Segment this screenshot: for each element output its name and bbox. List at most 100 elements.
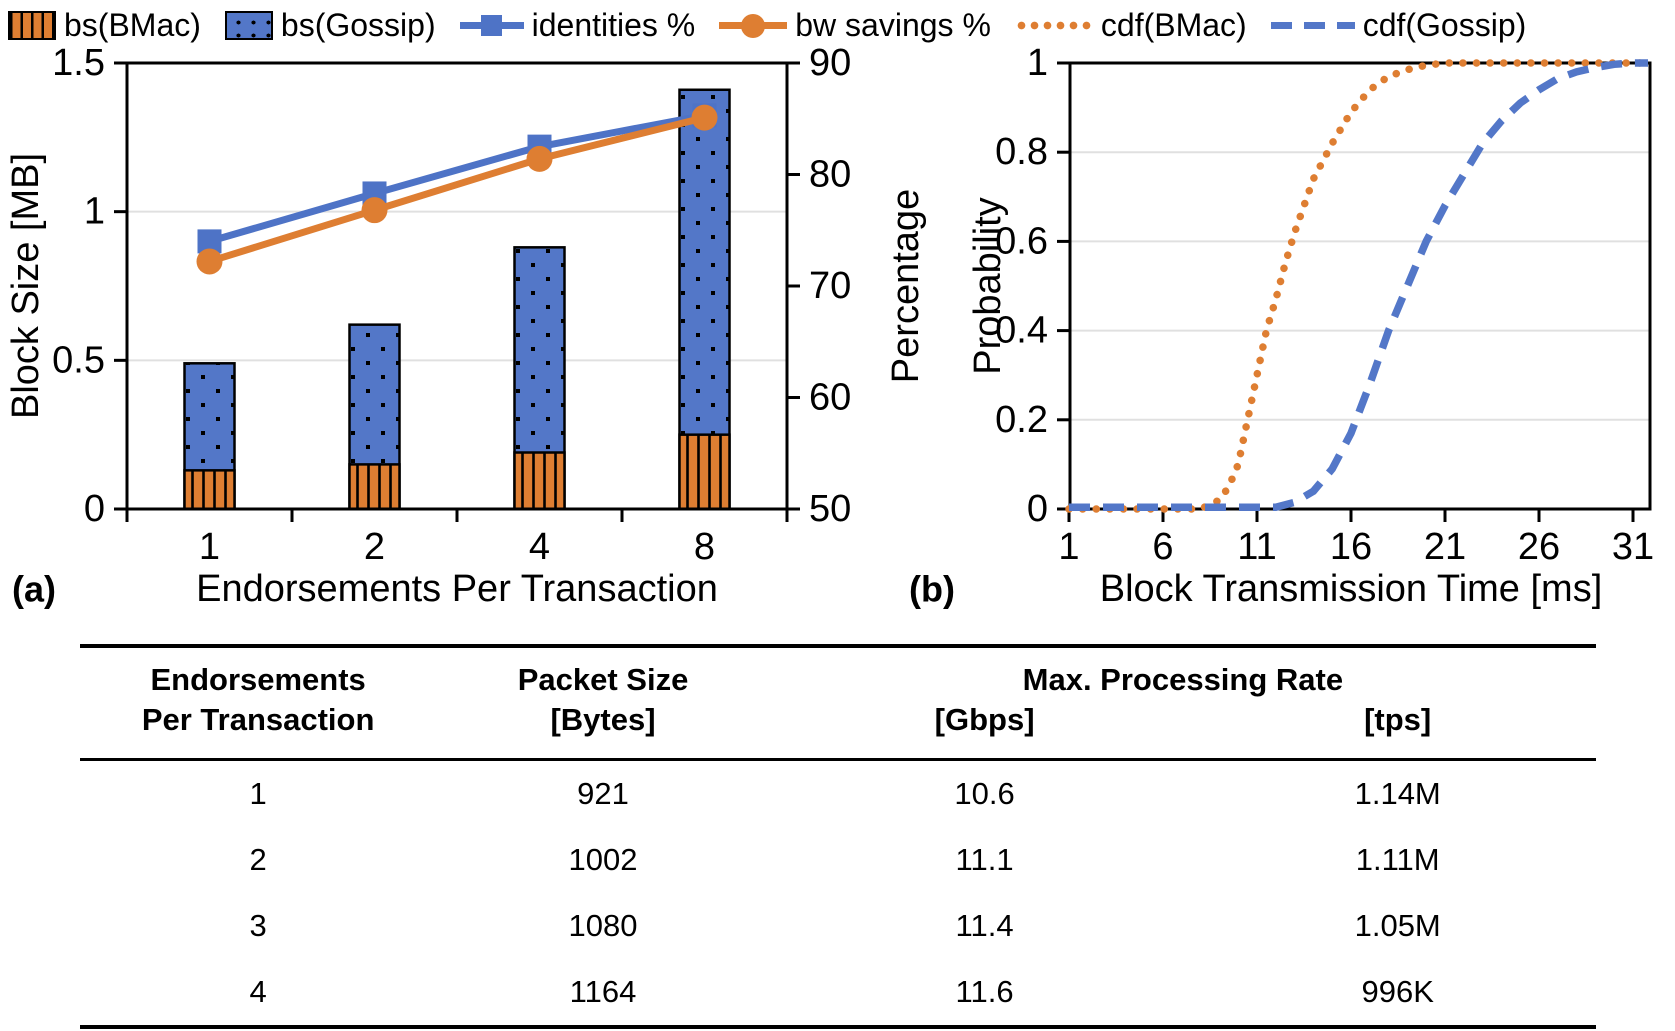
header-line: Per Transaction	[141, 702, 375, 737]
legend-label: bs(BMac)	[64, 6, 201, 43]
bar-bs-bmac	[513, 451, 566, 511]
x-axis-tick-label: 2	[364, 526, 385, 568]
x-axis-tick-label: 26	[1518, 526, 1560, 568]
table-col-header-max-processing-rate: Max. Processing Rate [Gbps] [tps]	[770, 660, 1596, 740]
table-row: 3 1080 11.4 1.05M	[80, 893, 1596, 959]
table-cell: 11.1	[955, 842, 1014, 877]
y-axis-right-tick-label: 60	[809, 377, 851, 419]
cdf-bmac-curve	[1065, 59, 1652, 513]
header-line: [Bytes]	[550, 702, 656, 737]
chart-b: 00.20.40.60.811 6 11 16 21 26 31ProbabilityBlo…	[909, 48, 1654, 610]
table-cell: 1002	[568, 842, 638, 877]
y-axis-right-tick-label: 90	[809, 48, 851, 84]
bar-bs-bmac	[183, 469, 236, 511]
legend-label: cdf(BMac)	[1100, 6, 1247, 43]
legend-item-bs-bmac-: bs(BMac)	[8, 7, 201, 44]
legend-label: bs(Gossip)	[280, 6, 436, 43]
bw-savings-marker	[361, 197, 388, 224]
y-axis-tick-label: 0.8	[995, 131, 1048, 173]
x-axis-tick-label: 4	[529, 526, 550, 568]
panel-label-b: (b)	[909, 569, 955, 610]
y-axis-tick-label: 0.4	[995, 310, 1048, 352]
legend-item-bs-gossip-: bs(Gossip)	[224, 6, 436, 44]
y-axis-tick-label: 1	[1027, 48, 1048, 84]
legend-label: bw savings %	[795, 6, 991, 43]
plot-frame	[1068, 61, 1652, 511]
line-square-swatch	[459, 12, 524, 39]
square-marker	[480, 14, 502, 36]
y-axis-tick-label: 0.2	[995, 399, 1048, 441]
table-cell: 11.6	[955, 974, 1014, 1009]
table-header: Endorsements Per Transaction Packet Size…	[80, 648, 1596, 761]
y-axis-left-tick-label: 1.5	[52, 48, 105, 84]
bar-dotted-swatch	[224, 10, 273, 40]
x-axis-tick-label: 1	[199, 526, 220, 568]
dashed-line-swatch	[1270, 21, 1355, 29]
table-col-header-packet-size: Packet Size [Bytes]	[436, 660, 770, 740]
bw-savings-marker	[526, 145, 553, 172]
cdf-gossip-curve	[1069, 59, 1648, 511]
table-row: 2 1002 11.1 1.11M	[80, 827, 1596, 893]
dotted-line-swatch	[1014, 20, 1093, 30]
x-axis-tick-label: 8	[694, 526, 715, 568]
x-axis-tick-label: 16	[1330, 526, 1372, 568]
x-axis-tick-label: 31	[1612, 526, 1654, 568]
bw-savings-marker	[196, 248, 223, 275]
table-cell: 1	[249, 776, 267, 811]
y-axis-tick-label: 0.6	[995, 220, 1048, 262]
y-axis-right-tick-label: 50	[809, 488, 851, 530]
table-cell: 1164	[569, 974, 637, 1009]
legend-item-cdf-gossip-: cdf(Gossip)	[1270, 6, 1527, 44]
line-circle-swatch	[719, 12, 788, 39]
bar-hatched-swatch	[8, 10, 56, 40]
chart-a: 0 0.5 1 1.5 50 60 70 80 90 1 2 4 8 Block Size [MB] Per…	[5, 48, 927, 610]
table-cell: 2	[249, 842, 267, 877]
y-axis-title-b: Probability	[967, 197, 1009, 374]
table-cell: 1.14M	[1354, 776, 1441, 811]
chart-legend: bs(BMac) bs(Gossip) identities % bw savings…	[8, 2, 1673, 48]
legend-item-cdf-bmac-: cdf(BMac)	[1014, 6, 1247, 44]
table-cell: 921	[577, 776, 629, 811]
table-row: 4 1164 11.6 996K	[80, 959, 1596, 1025]
bar-bs-bmac	[678, 433, 731, 511]
table-cell: 1080	[568, 908, 638, 943]
bar-bs-bmac	[348, 463, 401, 511]
y-axis-right-tick-label: 80	[809, 154, 851, 196]
y-axis-left-tick-label: 0.5	[52, 339, 105, 381]
table-col-header-endorsements: Endorsements Per Transaction	[80, 660, 436, 740]
x-axis-title-a: Endorsements Per Transaction	[196, 568, 718, 610]
y-axis-left-tick-label: 1	[84, 191, 105, 233]
identities-line	[208, 111, 706, 245]
legend-label: cdf(Gossip)	[1362, 6, 1527, 43]
y-axis-left-tick-label: 0	[84, 488, 105, 530]
table-cell: 3	[249, 908, 267, 943]
table-cell: 10.6	[954, 776, 1015, 811]
table-cell: 11.4	[955, 908, 1014, 943]
header-line: Packet Size	[517, 662, 689, 697]
bw-savings-marker	[691, 104, 718, 131]
table-cell: 996K	[1361, 974, 1434, 1009]
table-row: 1 921 10.6 1.14M	[80, 761, 1596, 827]
data-table: Endorsements Per Transaction Packet Size…	[80, 644, 1596, 1029]
header-line: Endorsements	[150, 662, 366, 697]
y-axis-right-tick-label: 70	[809, 265, 851, 307]
circle-marker	[741, 13, 766, 38]
x-axis-tick-label: 1	[1058, 526, 1079, 568]
x-axis-title-b: Block Transmission Time [ms]	[1100, 568, 1603, 610]
table-body: 1 921 10.6 1.14M 2 1002 11.1 1.11M 3 1080 11.4 1.05…	[80, 761, 1596, 1025]
header-group-label: Max. Processing Rate	[1022, 662, 1344, 697]
table-cell: 1.05M	[1354, 908, 1441, 943]
x-axis-tick-label: 11	[1237, 526, 1276, 568]
legend-item-bw-savings-: bw savings %	[719, 7, 991, 44]
table-subheader-gbps: [Gbps]	[934, 702, 1035, 737]
panel-label-a: (a)	[12, 569, 56, 610]
y-axis-left-title: Block Size [MB]	[5, 153, 47, 419]
bw-savings-line	[208, 114, 706, 265]
y-axis-tick-label: 0	[1027, 488, 1048, 530]
legend-item-identities-: identities %	[459, 7, 695, 44]
x-axis-tick-label: 21	[1424, 526, 1466, 568]
x-axis-tick-label: 6	[1152, 526, 1173, 568]
table-cell: 1.11M	[1355, 842, 1440, 877]
table-subheader-tps: [tps]	[1364, 702, 1432, 737]
